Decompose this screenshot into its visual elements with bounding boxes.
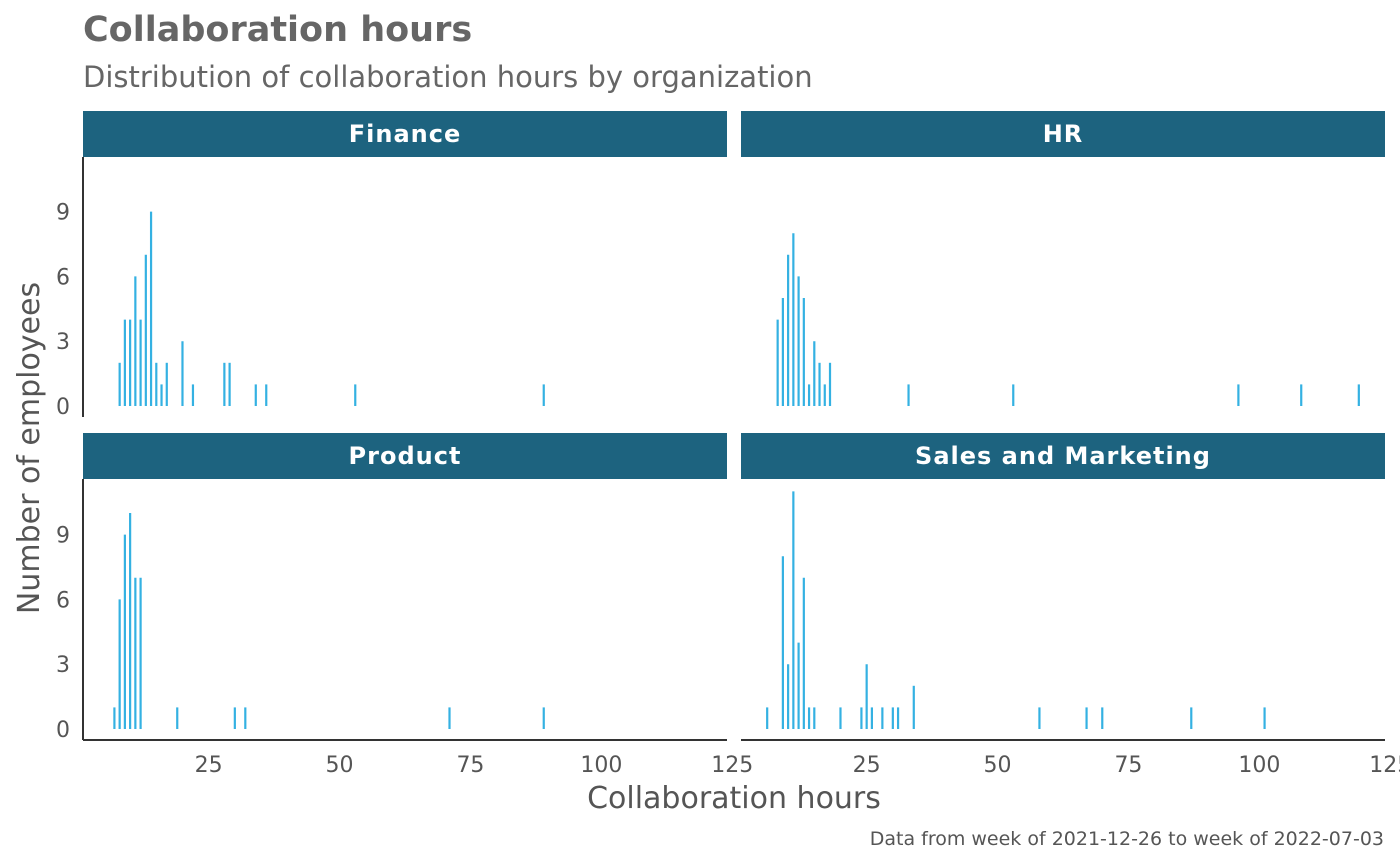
- chart-caption: Data from week of 2021-12-26 to week of …: [870, 828, 1384, 850]
- x-tick-label: 100: [1238, 753, 1280, 778]
- y-tick-label: 3: [56, 330, 70, 355]
- x-tick-label: 100: [580, 753, 622, 778]
- y-axis-title: Number of employees: [12, 282, 47, 614]
- facet-strip-label: Sales and Marketing: [915, 442, 1211, 470]
- facet-strip-sales-and-marketing: [741, 433, 1385, 479]
- y-tick-label: 9: [56, 524, 70, 549]
- y-tick-label: 0: [56, 395, 70, 420]
- x-tick-label: 25: [195, 753, 223, 778]
- y-tick-label: 0: [56, 718, 70, 743]
- y-tick-label: 9: [56, 201, 70, 226]
- facet-panel-finance: Finance 0 3 6 9: [56, 111, 727, 420]
- x-tick-label: 50: [984, 753, 1012, 778]
- chart-subtitle: Distribution of collaboration hours by o…: [83, 60, 813, 94]
- y-tick-label: 6: [56, 588, 70, 613]
- y-tick-label: 3: [56, 653, 70, 678]
- facet-panel-hr: HR: [741, 111, 1385, 406]
- x-tick-label: 75: [456, 753, 484, 778]
- x-tick-label: 125: [1369, 753, 1400, 778]
- x-tick-label: 75: [1114, 753, 1142, 778]
- x-tick-label: 50: [326, 753, 354, 778]
- facet-strip-label: Finance: [349, 120, 462, 148]
- facet-strip-label: HR: [1043, 120, 1084, 148]
- facet-strip-label: Product: [349, 442, 462, 470]
- x-axis-title: Collaboration hours: [587, 781, 881, 816]
- facet-strip-hr: [741, 111, 1385, 157]
- chart-title: Collaboration hours: [83, 10, 472, 50]
- x-tick-label: 125: [711, 753, 753, 778]
- facet-panel-sales-and-marketing: Sales and Marketing 25 50 75 100 125: [741, 433, 1400, 778]
- facet-strip-finance: [83, 111, 727, 157]
- x-tick-label: 25: [853, 753, 881, 778]
- facet-panel-product: Product 0 3 6 9 25 50 75 100 125: [56, 433, 753, 778]
- y-tick-label: 6: [56, 265, 70, 290]
- facet-strip-product: [83, 433, 727, 479]
